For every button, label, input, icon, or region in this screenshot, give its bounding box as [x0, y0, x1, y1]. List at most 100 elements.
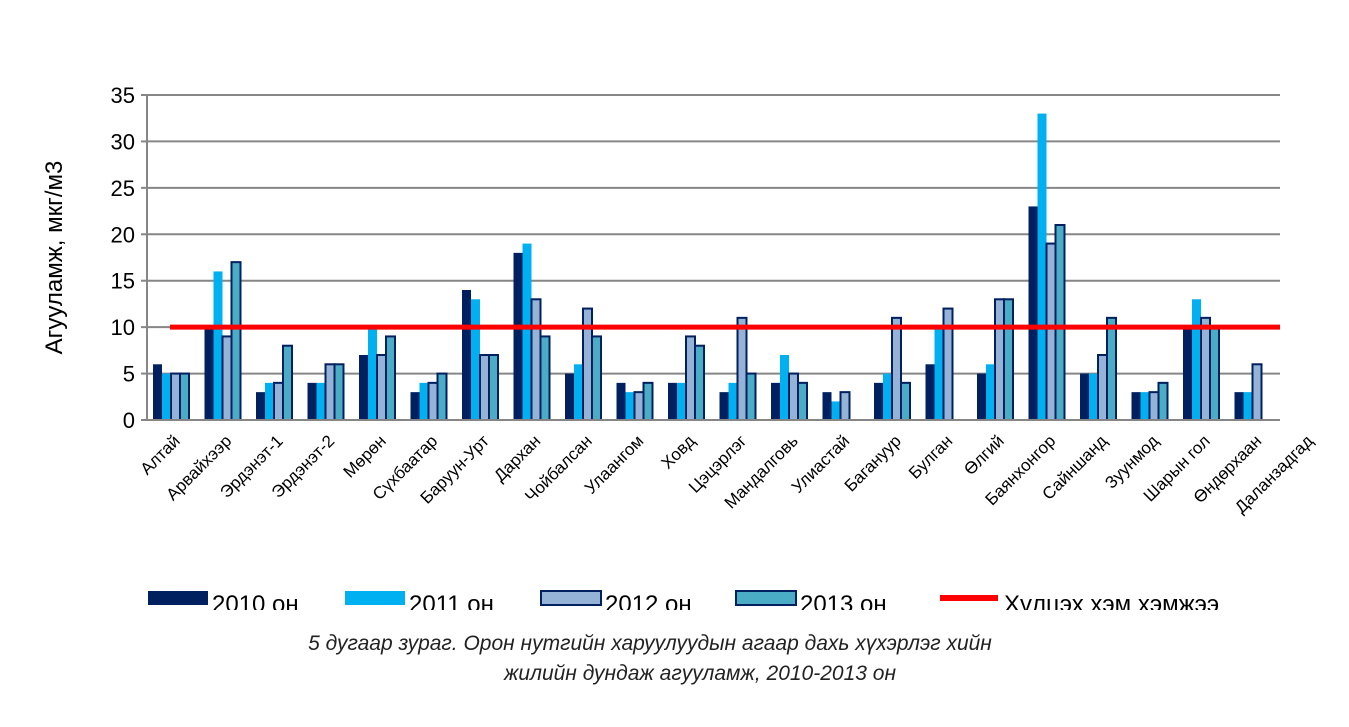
bar-2011-он	[625, 392, 635, 420]
bar-2010-он	[1131, 392, 1141, 420]
y-tick-label: 5	[123, 362, 135, 387]
bar-2013-он	[1106, 316, 1117, 422]
bar-2010-он	[668, 382, 677, 420]
legend-label: 2011 он	[409, 591, 494, 610]
bar-2013-он	[385, 335, 396, 421]
bar-2012-он	[1045, 242, 1057, 421]
bar-2013-он	[1054, 224, 1066, 421]
bar-2010-он	[410, 392, 420, 420]
bar-2011-он	[162, 373, 171, 420]
y-tick-label: 0	[123, 408, 135, 433]
x-tick-label: Багануур	[841, 431, 905, 495]
bar-2011-он	[1243, 392, 1253, 420]
bar-2013-он	[282, 344, 293, 422]
y-tick-label: 30	[111, 129, 135, 154]
legend-label: 2013 он	[800, 591, 887, 610]
bar-2012-он	[994, 298, 1005, 421]
bar-2010-он	[719, 392, 729, 420]
bar-2012-он	[1251, 363, 1263, 421]
x-tick-label: Өлгий	[960, 431, 1008, 479]
bar-2013-он	[797, 381, 808, 422]
bar-2010-он	[359, 355, 368, 420]
bar-2011-он	[1037, 113, 1047, 421]
bar-2013-он	[694, 344, 705, 422]
bar-2011-он	[368, 327, 377, 420]
bar-2011-он	[213, 271, 223, 420]
bar-2012-он	[1097, 354, 1108, 421]
x-tick-label: Ховд	[658, 431, 699, 472]
bar-2012-он	[891, 316, 902, 422]
bar-2011-он	[831, 401, 841, 420]
y-axis-label: Агууламж, мкг/м3	[41, 161, 68, 355]
bar-2012-он	[633, 391, 645, 421]
bar-2010-он	[616, 382, 626, 420]
legend-swatch	[735, 590, 797, 606]
bar-2010-он	[822, 392, 832, 420]
bar-2010-он	[1183, 327, 1192, 420]
bar-2011-он	[265, 382, 274, 420]
bar-2010-он	[307, 382, 317, 420]
bar-2011-он	[1140, 392, 1150, 420]
bar-2012-он	[221, 335, 233, 421]
bar-2012-он	[788, 372, 799, 422]
bar-2010-он	[925, 364, 935, 420]
bar-2013-он	[539, 335, 551, 421]
bar-2011-он	[780, 355, 789, 420]
bar-2012-он	[685, 335, 696, 421]
bar-2011-он	[728, 382, 738, 420]
bar-2013-он	[436, 372, 448, 422]
bar-2010-он	[204, 327, 214, 420]
bar-2010-он	[565, 373, 574, 420]
bar-2010-он	[874, 382, 883, 420]
bar-2013-он	[230, 261, 242, 421]
bar-2012-он	[427, 381, 439, 422]
y-tick-label: 35	[111, 83, 135, 108]
bar-2013-он	[591, 335, 602, 421]
bar-2011-он	[883, 373, 892, 420]
bar-2010-он	[771, 382, 780, 420]
legend-swatch	[540, 590, 602, 606]
bar-2012-он	[324, 363, 336, 421]
bar-2012-он	[1200, 316, 1211, 422]
bar-2013-он	[1003, 298, 1014, 421]
bar-2011-он	[574, 364, 583, 420]
bar-2012-он	[1148, 391, 1160, 421]
bar-2010-он	[153, 364, 162, 420]
bar-2010-он	[977, 373, 986, 420]
bar-2013-он	[900, 381, 911, 422]
bar-2012-он	[530, 298, 542, 421]
bar-2013-он	[642, 381, 654, 422]
bar-2011-он	[677, 382, 686, 420]
legend-label: Хүлцэх хэм хэмжээ	[1004, 591, 1219, 610]
y-tick-label: 25	[111, 176, 135, 201]
bar-2010-он	[1234, 392, 1244, 420]
bar-2013-он	[1209, 326, 1220, 421]
bar-2012-он	[170, 372, 181, 422]
bar-2011-он	[419, 382, 429, 420]
y-tick-label: 20	[111, 222, 135, 247]
bar-2011-он	[934, 327, 944, 420]
bar-2012-он	[736, 316, 748, 422]
bar-2012-он	[273, 381, 284, 422]
legend-label: 2010 он	[212, 591, 299, 610]
legend-swatch	[148, 591, 208, 605]
caption-line-1: 5 дугаар зураг. Орон нутгийн харуулуудын…	[308, 632, 992, 655]
bar-2013-он	[333, 363, 345, 421]
bar-2011-он	[1192, 299, 1201, 420]
bar-2012-он	[479, 354, 490, 421]
bar-2010-он	[462, 290, 471, 420]
bar-2010-он	[513, 252, 523, 420]
bar-2011-он	[986, 364, 995, 420]
legend-swatch	[345, 591, 405, 605]
legend-label: 2012 он	[605, 591, 692, 610]
y-tick-label: 15	[111, 269, 135, 294]
bar-2013-он	[1157, 381, 1169, 422]
bar-2011-он	[522, 243, 532, 420]
bar-2011-он	[316, 382, 326, 420]
bar-2012-он	[839, 391, 851, 421]
bar-2013-он	[179, 372, 190, 422]
bar-2011-он	[471, 299, 480, 420]
bar-2012-он	[376, 354, 387, 421]
caption-line-2: жилийн дундаж агууламж, 2010-2013 он	[503, 662, 897, 685]
